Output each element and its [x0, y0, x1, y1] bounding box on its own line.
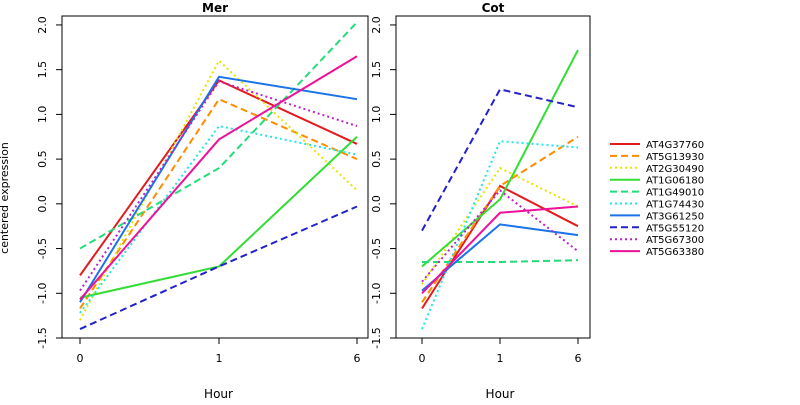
legend-label-at3g61250: AT3G61250: [646, 211, 704, 222]
y-tick-label: 1.5: [36, 61, 49, 79]
x-tick-label: 6: [575, 352, 582, 365]
series-line-at1g74430: [421, 140, 579, 330]
y-tick-label: -1.0: [36, 283, 49, 304]
series-line-at3g61250: [421, 223, 579, 292]
series-line-at5g63380: [79, 55, 358, 301]
legend-label-at1g06180: AT1G06180: [646, 176, 704, 187]
legend-label-at5g55120: AT5G55120: [646, 223, 704, 234]
x-tick-label: 1: [497, 352, 504, 365]
series-line-at5g67300: [79, 80, 358, 292]
y-tick-label: 2.0: [36, 16, 49, 33]
legend-label-at1g49010: AT1G49010: [646, 188, 704, 199]
y-tick-label: -1.0: [370, 283, 383, 304]
x-tick-label: 0: [77, 352, 84, 365]
series-line-at1g06180: [79, 136, 358, 299]
series-line-at5g67300: [421, 189, 579, 283]
y-tick-label: 1.0: [36, 106, 49, 124]
y-tick-label: -1.5: [36, 327, 49, 348]
x-tick-label: 1: [216, 352, 223, 365]
legend-label-at4g37760: AT4G37760: [646, 140, 704, 151]
series-line-at5g55120: [79, 205, 358, 330]
y-tick-label: 1.0: [370, 106, 383, 124]
y-tick-label: 0.0: [36, 195, 49, 213]
x-axis-label: Hour: [486, 387, 515, 400]
series-line-at5g13930: [421, 135, 579, 303]
panel-frame-mer: [61, 15, 369, 339]
series-line-at2g30490: [421, 166, 579, 285]
series-line-at1g49010: [79, 21, 358, 250]
series-line-at1g49010: [422, 259, 579, 263]
series-line-at5g55120: [421, 88, 579, 232]
y-tick-label: -0.5: [370, 238, 383, 259]
y-axis-label: centered expression: [0, 142, 11, 254]
legend-label-at2g30490: AT2G30490: [646, 164, 704, 175]
x-tick-label: 6: [354, 352, 361, 365]
legend-label-at5g67300: AT5G67300: [646, 235, 704, 246]
y-tick-label: 0.0: [370, 195, 383, 213]
series-line-at1g06180: [421, 49, 579, 268]
series-line-at5g63380: [421, 205, 579, 294]
legend-label-at5g13930: AT5G13930: [646, 152, 704, 163]
panel-frame-cot: [395, 15, 591, 339]
panel-title: Mer: [202, 1, 228, 15]
y-tick-label: 0.5: [370, 150, 383, 168]
series-line-at1g74430: [79, 124, 358, 314]
x-axis-label: Hour: [204, 387, 233, 400]
y-tick-label: 1.5: [370, 61, 383, 79]
series-line-at5g13930: [79, 97, 358, 310]
x-tick-label: 0: [419, 352, 426, 365]
y-tick-label: 2.0: [370, 16, 383, 33]
y-tick-label: 0.5: [36, 150, 49, 168]
y-tick-label: -1.5: [370, 327, 383, 348]
y-tick-label: -0.5: [36, 238, 49, 259]
legend-label-at5g63380: AT5G63380: [646, 247, 704, 258]
legend-label-at1g74430: AT1G74430: [646, 200, 704, 211]
series-line-at3g61250: [79, 75, 358, 303]
panel-title: Cot: [482, 1, 505, 15]
series-line-at2g30490: [79, 59, 358, 321]
series-line-at4g37760: [79, 79, 358, 276]
